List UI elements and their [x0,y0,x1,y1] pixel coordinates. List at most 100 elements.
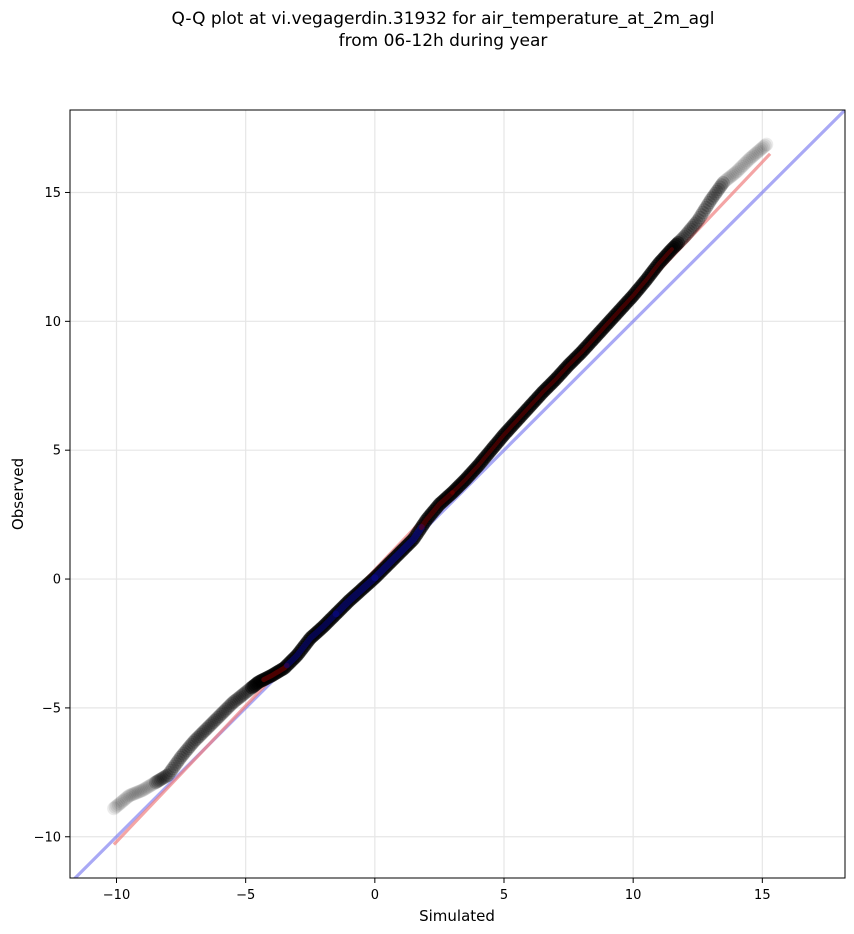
quantile-point [195,726,210,740]
y-tick-label: −10 [34,830,61,845]
grid [70,110,845,878]
quantile-point [750,145,764,160]
quantile-point [742,152,757,166]
quantile-point [235,688,250,702]
quantile-point [189,732,203,747]
quantile-point [224,696,239,711]
quantile-overlay [418,490,455,530]
quantile-point [753,142,768,157]
quantile-point [693,210,707,225]
quantile-point [226,695,241,710]
quantile-point [689,215,704,229]
quantile-point [223,698,237,713]
quantile-point [218,703,233,717]
quantile-point [148,775,163,790]
quantile-point [190,731,205,745]
quantile-point [153,772,168,787]
quantile-point [141,780,155,794]
quantile-point [697,203,712,217]
quantile-point [705,191,720,205]
quantile-point [158,769,172,784]
y-tick-label: 15 [44,186,61,201]
quantile-point [739,155,754,169]
quantile-point [108,800,123,814]
quantile-point [127,786,141,801]
quantile-point [166,761,180,776]
quantile-point [128,786,143,800]
y-axis-label: Observed [9,458,27,530]
quantile-point [169,757,183,771]
quantile-point [751,144,766,158]
quantile-point [111,797,126,812]
quantile-point [145,777,160,791]
quantile-point [178,745,193,759]
quantile-point [691,213,706,227]
quantile-point [731,162,746,177]
y-tick-label: 0 [53,573,61,588]
chart-title-line-2: from 06-12h during year [338,31,548,51]
quantile-point [699,200,713,215]
quantile-point [133,784,148,799]
quantile-point [745,149,760,164]
quantile-point [747,148,761,162]
quantile-point [197,724,211,739]
quantile-point [124,788,138,802]
quantile-point [198,723,213,737]
x-tick-label: 15 [754,888,771,903]
quantile-point [131,785,146,799]
quantile-point [696,205,710,220]
quantile-point [136,782,151,797]
quantile-point [700,198,715,212]
quantile-point [719,173,733,187]
y-axis-ticks: −10 −5 0 5 10 15 [34,186,70,845]
quantile-point [683,222,698,237]
x-tick-label: 0 [371,888,379,903]
x-tick-label: 10 [625,888,642,903]
quantile-point [708,186,723,201]
quantile-point [759,137,774,152]
quantile-point [734,159,749,174]
quantile-point [212,709,227,723]
quantile-point [711,182,726,197]
quantile-point [192,729,206,744]
quantile-point [703,193,718,208]
quantile-point [138,782,152,796]
quantile-point [680,226,695,240]
quantile-point [200,721,214,736]
quantile-point [170,755,185,769]
quantile-point [176,746,191,761]
quantile-point [150,774,165,789]
quantile-point [152,773,166,788]
quantile-point [161,768,175,782]
quantile-point [164,763,179,778]
quantile-overlay [371,524,425,582]
quantile-point [672,234,687,249]
quantile-point [716,176,730,190]
quantile-point [229,693,244,707]
quantile-point [741,153,755,168]
quantile-point [142,779,157,793]
quantile-point [688,217,702,231]
quantile-point [207,713,222,728]
quantile-point [135,783,149,798]
quantile-point [187,734,202,748]
quantile-point [113,796,127,811]
quantile-point [114,795,129,809]
quantile-point [728,165,743,180]
quantile-point [674,233,689,247]
y-tick-label: −5 [42,701,61,716]
quantile-point [172,752,186,767]
quantile-point [147,776,162,791]
quantile-point [724,169,738,184]
quantile-point [110,799,124,813]
central-quantile-overlay [261,247,674,683]
y-tick-label: 10 [44,315,61,330]
quantile-point [220,701,234,716]
quantile-point [706,189,721,203]
quantile-point [107,801,121,816]
quantile-point [727,167,741,181]
quantile-point [714,178,729,192]
quantile-point [175,748,189,763]
quantile-point [730,164,744,179]
quantile-point [686,218,701,233]
